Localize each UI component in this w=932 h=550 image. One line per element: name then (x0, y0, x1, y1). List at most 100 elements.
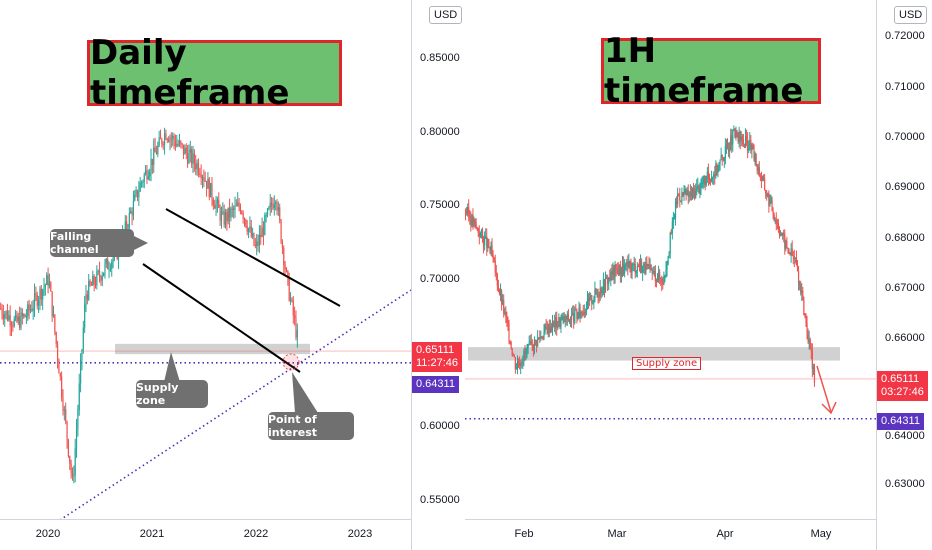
candle (515, 366, 518, 370)
candle (601, 292, 603, 294)
candle (663, 275, 665, 285)
candle (802, 290, 804, 301)
candle (564, 315, 566, 322)
hourly-price-axis[interactable]: USD 0.72000 0.71000 0.70000 0.69000 0.68… (876, 0, 932, 550)
candle (130, 211, 132, 214)
candle (497, 285, 500, 290)
candle (289, 298, 292, 301)
hourly-currency-label[interactable]: USD (894, 6, 928, 24)
candle (494, 260, 496, 273)
candle (10, 325, 13, 327)
x-tick: 2023 (347, 528, 373, 540)
candle (522, 361, 524, 364)
candle (767, 193, 769, 197)
candle (576, 310, 578, 319)
hourly-time-axis[interactable]: Feb Mar Apr May (465, 519, 876, 550)
candle (491, 245, 493, 256)
candle (550, 326, 553, 330)
candle (165, 133, 167, 140)
candle (587, 298, 590, 301)
candle (487, 239, 489, 248)
candle (197, 163, 200, 174)
candle (220, 212, 223, 221)
candle (185, 147, 187, 154)
candle (473, 219, 475, 225)
candle (4, 314, 6, 319)
rising-trendline (59, 289, 411, 520)
candle (288, 277, 290, 301)
candle (276, 202, 278, 211)
candle (208, 178, 210, 198)
candle (230, 208, 232, 218)
candle (212, 199, 214, 205)
candle (565, 315, 567, 320)
candle (103, 272, 105, 276)
candle (231, 208, 233, 210)
candle (498, 289, 501, 294)
candle (283, 247, 285, 266)
candle (769, 200, 771, 206)
candle (812, 367, 815, 369)
daily-currency-label[interactable]: USD (429, 6, 463, 24)
candle (810, 349, 812, 352)
candle (517, 361, 520, 364)
candle (128, 213, 130, 229)
candle (714, 174, 716, 177)
candle (246, 226, 248, 232)
candle (215, 203, 217, 209)
candle (743, 144, 746, 146)
candle (622, 264, 625, 274)
candle (177, 144, 179, 146)
candle (170, 137, 172, 139)
candle (632, 263, 634, 265)
daily-time-axis[interactable]: 2020 2021 2022 2023 (0, 519, 411, 550)
y-tick: 0.70000 (420, 273, 460, 285)
candle (269, 202, 271, 208)
candle (81, 349, 83, 360)
candle (92, 276, 94, 286)
candle (783, 232, 785, 235)
candle (257, 241, 259, 246)
daily-price-axis[interactable]: USD 0.85000 0.80000 0.75000 0.70000 0.60… (411, 0, 463, 550)
candle (778, 229, 781, 235)
candle (203, 177, 205, 181)
candle (627, 261, 629, 268)
candle (757, 167, 759, 171)
candle (238, 202, 240, 208)
candle (741, 136, 743, 140)
daily-last-price-tag: 0.65111 11:27:46 (412, 342, 463, 372)
candle (719, 159, 721, 163)
hourly-chart-plot[interactable] (465, 0, 876, 520)
y-tick: 0.60000 (420, 420, 460, 432)
candle (93, 276, 95, 285)
candle (668, 252, 670, 257)
candle (675, 201, 678, 205)
candle (96, 271, 98, 286)
candle (617, 269, 619, 275)
candle (749, 139, 751, 148)
candle (519, 363, 521, 366)
candle (104, 263, 106, 273)
candle (159, 137, 162, 140)
candle (219, 207, 221, 221)
candle (808, 339, 810, 342)
candle (722, 157, 724, 161)
candle (638, 266, 641, 268)
candle (607, 277, 609, 285)
candle (562, 316, 564, 319)
candle (633, 263, 635, 265)
candle (660, 277, 662, 279)
candle (189, 149, 191, 153)
candle (1, 308, 3, 315)
candle (149, 171, 151, 177)
candle (512, 355, 514, 357)
candle (713, 174, 715, 178)
candle (706, 171, 708, 177)
candle (646, 262, 648, 266)
candle (671, 221, 673, 234)
candle (216, 199, 219, 204)
candle (537, 337, 539, 347)
candle (84, 304, 86, 328)
supply-zone-pointer (164, 352, 180, 382)
candle (249, 226, 251, 229)
